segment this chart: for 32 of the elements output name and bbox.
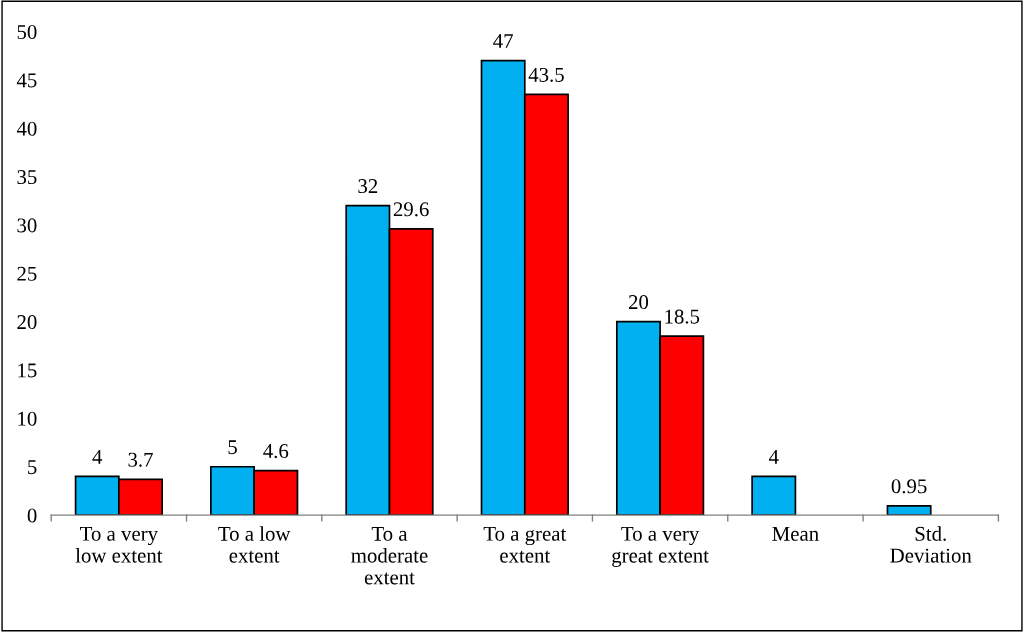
y-tick-label: 5 xyxy=(28,460,37,475)
x-tick-label: To a very great extent xyxy=(612,526,709,567)
y-tick-label: 15 xyxy=(18,363,37,378)
y-tick-label: 50 xyxy=(17,24,37,40)
data-label: 29.6 xyxy=(393,202,429,217)
x-tick-label: To a great extent xyxy=(483,526,567,563)
y-tick-label: 35 xyxy=(17,170,37,185)
data-label: 20 xyxy=(628,295,649,310)
data-label: 18.5 xyxy=(665,309,700,324)
y-tick-label: 40 xyxy=(16,121,37,136)
y-tick-label: 10 xyxy=(18,411,37,426)
data-label: 4 xyxy=(768,449,779,464)
y-tick-label: 20 xyxy=(17,315,37,330)
data-label: 5 xyxy=(228,440,237,455)
data-label: 43.5 xyxy=(528,67,564,82)
x-tick-label: Mean xyxy=(772,527,819,541)
x-tick-label: Std. Deviation xyxy=(890,526,972,563)
bar xyxy=(751,475,797,516)
data-label: 3.7 xyxy=(128,452,153,467)
data-label: 4.6 xyxy=(263,444,289,459)
bar xyxy=(886,505,932,516)
x-tick-label: To a very low extent xyxy=(75,526,163,563)
data-label: 32 xyxy=(358,179,378,194)
y-tick-label: 30 xyxy=(17,218,37,233)
data-label: 0.95 xyxy=(891,479,927,494)
data-label: 4 xyxy=(92,449,103,464)
y-tick-label: 25 xyxy=(17,266,37,281)
y-tick-label: 45 xyxy=(16,73,37,88)
x-tick-label: To a low extent xyxy=(218,526,291,563)
x-tick-label: To a moderate extent xyxy=(351,527,428,585)
data-label: 47 xyxy=(493,34,513,48)
y-tick-label: 0 xyxy=(27,508,37,523)
